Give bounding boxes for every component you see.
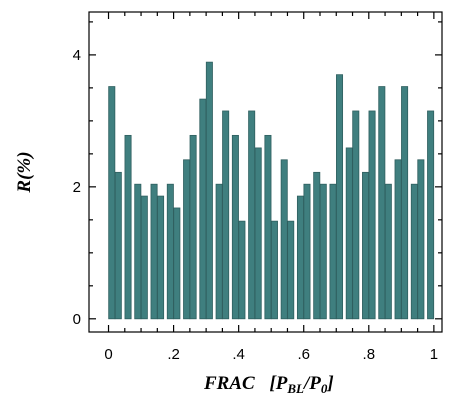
bar: [270, 220, 278, 320]
bar: [401, 86, 409, 320]
bar: [329, 183, 337, 320]
bar: [345, 147, 353, 320]
bar: [173, 207, 181, 320]
x-tick-label: .8: [363, 346, 376, 363]
bar: [362, 171, 370, 320]
bar: [150, 183, 158, 320]
bar: [280, 159, 288, 320]
bar: [114, 171, 122, 320]
bar: [157, 195, 165, 320]
x-tick-label: .4: [232, 346, 245, 363]
bar: [189, 134, 197, 320]
bar: [248, 110, 256, 320]
bar: [222, 110, 230, 320]
y-tick-label: 0: [73, 311, 81, 328]
x-tick-label: 0: [104, 346, 112, 363]
bar: [296, 195, 304, 320]
bar-series: [108, 61, 435, 320]
bar: [287, 220, 295, 320]
axis-ticks: [89, 12, 442, 332]
y-axis-label: R(%): [14, 151, 35, 193]
bar: [205, 61, 213, 320]
bar: [417, 159, 425, 320]
bar: [108, 86, 116, 320]
x-tick-label: .6: [297, 346, 310, 363]
bar: [368, 110, 376, 320]
x-tick-label: 1: [430, 346, 438, 363]
bar: [384, 183, 392, 320]
plot-frame: [88, 11, 443, 333]
bar: [140, 195, 148, 320]
bar: [394, 159, 402, 320]
bar: [238, 220, 246, 320]
bar: [134, 183, 142, 320]
x-tick-labels: 0 .2 .4 .6 .8 1: [104, 346, 438, 363]
bar: [264, 134, 272, 320]
bar: [183, 159, 191, 320]
bar: [166, 183, 174, 320]
bar: [303, 183, 311, 320]
bar: [215, 183, 223, 320]
bar: [410, 183, 418, 320]
y-tick-label: 4: [73, 47, 81, 64]
bar: [231, 134, 239, 320]
x-axis-label-main: FRAC: [203, 373, 255, 394]
bar: [199, 98, 207, 320]
bar: [124, 134, 132, 320]
bar: [313, 171, 321, 320]
bar: [319, 183, 327, 320]
y-tick-labels: 0 2 4: [73, 47, 81, 328]
bar: [336, 74, 344, 320]
x-axis-label: FRAC [PBL/P0]: [203, 373, 334, 396]
bar: [378, 86, 386, 320]
bar: [427, 110, 435, 320]
x-tick-label: .2: [167, 346, 180, 363]
bar: [254, 147, 262, 320]
bar: [352, 110, 360, 320]
y-tick-label: 2: [73, 179, 81, 196]
